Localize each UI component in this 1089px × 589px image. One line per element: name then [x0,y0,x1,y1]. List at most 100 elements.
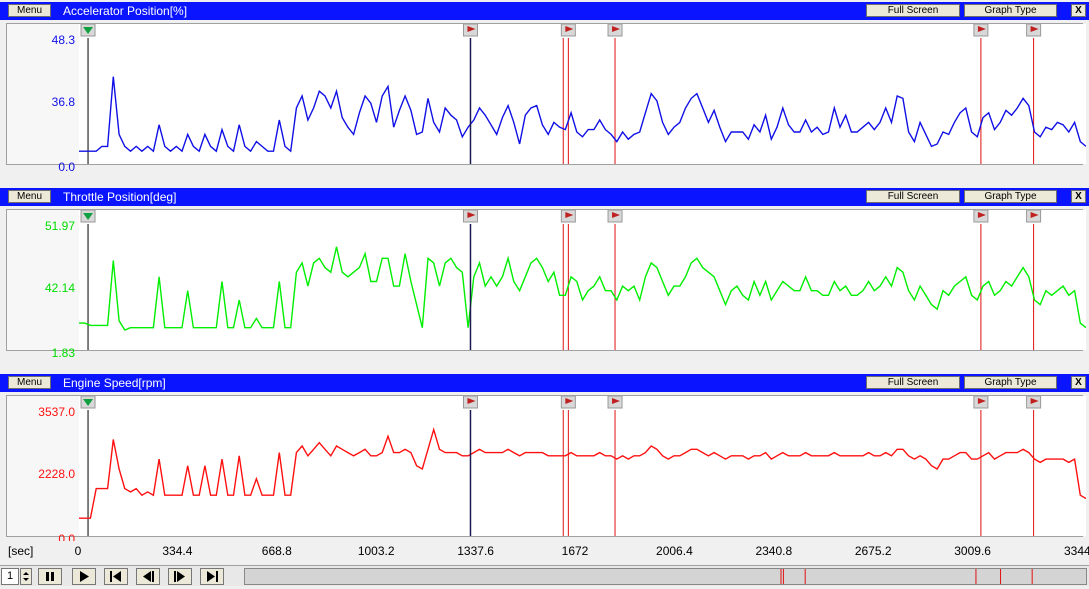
y-tick-max: 51.97 [44,219,75,233]
pause-button[interactable] [38,568,62,585]
panel-titlebar: Menu Accelerator Position[%] Full Screen… [0,2,1089,20]
y-tick-mid: 2228.0 [38,467,75,481]
flag-icon [1030,398,1039,404]
plot-frame: 51.97 42.14 1.83 [6,209,1086,360]
flag-marker-3 [973,396,989,409]
x-tick-label: 3009.6 [954,544,991,558]
graph-type-button[interactable]: Graph Type [964,4,1057,17]
throttle-panel: Menu Throttle Position[deg] Full Screen … [0,188,1089,370]
graph-type-button[interactable]: Graph Type [964,376,1057,389]
green-arrow-icon [83,27,94,34]
flag-icon [977,212,986,218]
y-tick-min: 1.83 [51,346,75,360]
x-tick-label: 1003.2 [357,544,395,558]
panel-titlebar: Menu Engine Speed[rpm] Full Screen Graph… [0,374,1089,392]
x-tick-label: 0 [74,544,82,558]
flag-marker-0 [462,24,478,37]
x-axis: [sec] 0 334.4 668.8 1003.2 1337.6 1672 2006.4 2… [0,541,1089,563]
throttle-position-plot [79,210,1086,350]
y-tick-mid: 36.8 [51,95,75,109]
flag-marker-0 [462,210,478,223]
play-button[interactable] [72,568,96,585]
flag-marker-2 [607,210,623,223]
flag-marker-1 [560,210,576,223]
flag-marker-3 [973,210,989,223]
timeline-scrollbar[interactable] [244,568,1087,585]
close-button[interactable]: X [1071,190,1086,203]
skip-end-icon [207,571,218,582]
plot-frame: 48.3 36.8 0.0 [6,23,1086,174]
skip-to-start-button[interactable] [104,568,128,585]
series-line [79,427,1086,519]
x-tick-label: 2006.4 [656,544,693,558]
flag-icon [977,26,986,32]
page-number-field[interactable]: 1 [1,568,19,585]
y-tick-min: 0.0 [58,160,75,174]
plot-area[interactable] [79,396,1086,536]
x-axis-unit: [sec] [8,544,34,558]
plot-area[interactable] [79,24,1086,164]
panel-titlebar: Menu Throttle Position[deg] Full Screen … [0,188,1089,206]
flag-marker-3 [973,24,989,37]
plot-frame: 3537.0 2228.0 0.0 [6,395,1086,546]
flag-marker-1 [560,24,576,37]
full-screen-button[interactable]: Full Screen [866,190,960,203]
flag-icon [977,398,986,404]
start-marker [80,24,96,37]
skip-to-end-button[interactable] [200,568,224,585]
full-screen-button[interactable]: Full Screen [866,4,960,17]
panel-title: Engine Speed[rpm] [63,376,166,390]
start-marker [80,210,96,223]
panel-title: Throttle Position[deg] [63,190,177,204]
x-tick-label: 2675.2 [854,544,892,558]
flag-icon [565,398,574,404]
y-tick-mid: 42.14 [44,281,75,295]
series-line [79,76,1086,153]
pause-icon [46,572,54,581]
step-back-button[interactable] [136,568,160,585]
green-arrow-icon [83,213,94,220]
full-screen-button[interactable]: Full Screen [866,376,960,389]
flag-marker-2 [607,396,623,409]
menu-button[interactable]: Menu [8,376,51,389]
flag-icon [612,26,621,32]
engine-speed-panel: Menu Engine Speed[rpm] Full Screen Graph… [0,374,1089,546]
skip-start-icon [110,571,121,582]
close-button[interactable]: X [1071,4,1086,17]
flag-marker-0 [462,396,478,409]
flag-marker-2 [607,24,623,37]
flag-marker-1 [560,396,576,409]
x-tick-label: 1337.6 [457,544,494,558]
step-back-icon [143,571,154,582]
x-tick-label: 668.8 [261,544,292,558]
x-tick-label: 3344 [1064,544,1089,558]
flag-icon [467,26,476,32]
step-forward-icon [174,571,185,582]
flag-marker-4 [1026,396,1042,409]
menu-button[interactable]: Menu [8,190,51,203]
flag-icon [565,26,574,32]
engine-speed-plot [79,396,1086,536]
menu-button[interactable]: Menu [8,4,51,17]
play-icon [80,571,89,582]
x-tick-label: 1672 [561,544,589,558]
step-forward-button[interactable] [168,568,192,585]
flag-marker-4 [1026,210,1042,223]
graph-type-button[interactable]: Graph Type [964,190,1057,203]
flag-icon [1030,212,1039,218]
flag-icon [565,212,574,218]
playback-toolbar: 1 [0,565,1089,586]
y-tick-max: 3537.0 [38,405,75,419]
start-marker [80,396,96,409]
y-tick-max: 48.3 [51,33,75,47]
close-button[interactable]: X [1071,376,1086,389]
timeline-markers [780,569,1033,584]
page-spinner[interactable] [20,568,32,585]
x-tick-label: 2340.8 [755,544,793,558]
flag-icon [612,212,621,218]
x-tick-label: 334.4 [162,544,193,558]
flag-icon [467,212,476,218]
flag-icon [467,398,476,404]
plot-area[interactable] [79,210,1086,350]
green-arrow-icon [83,399,94,406]
